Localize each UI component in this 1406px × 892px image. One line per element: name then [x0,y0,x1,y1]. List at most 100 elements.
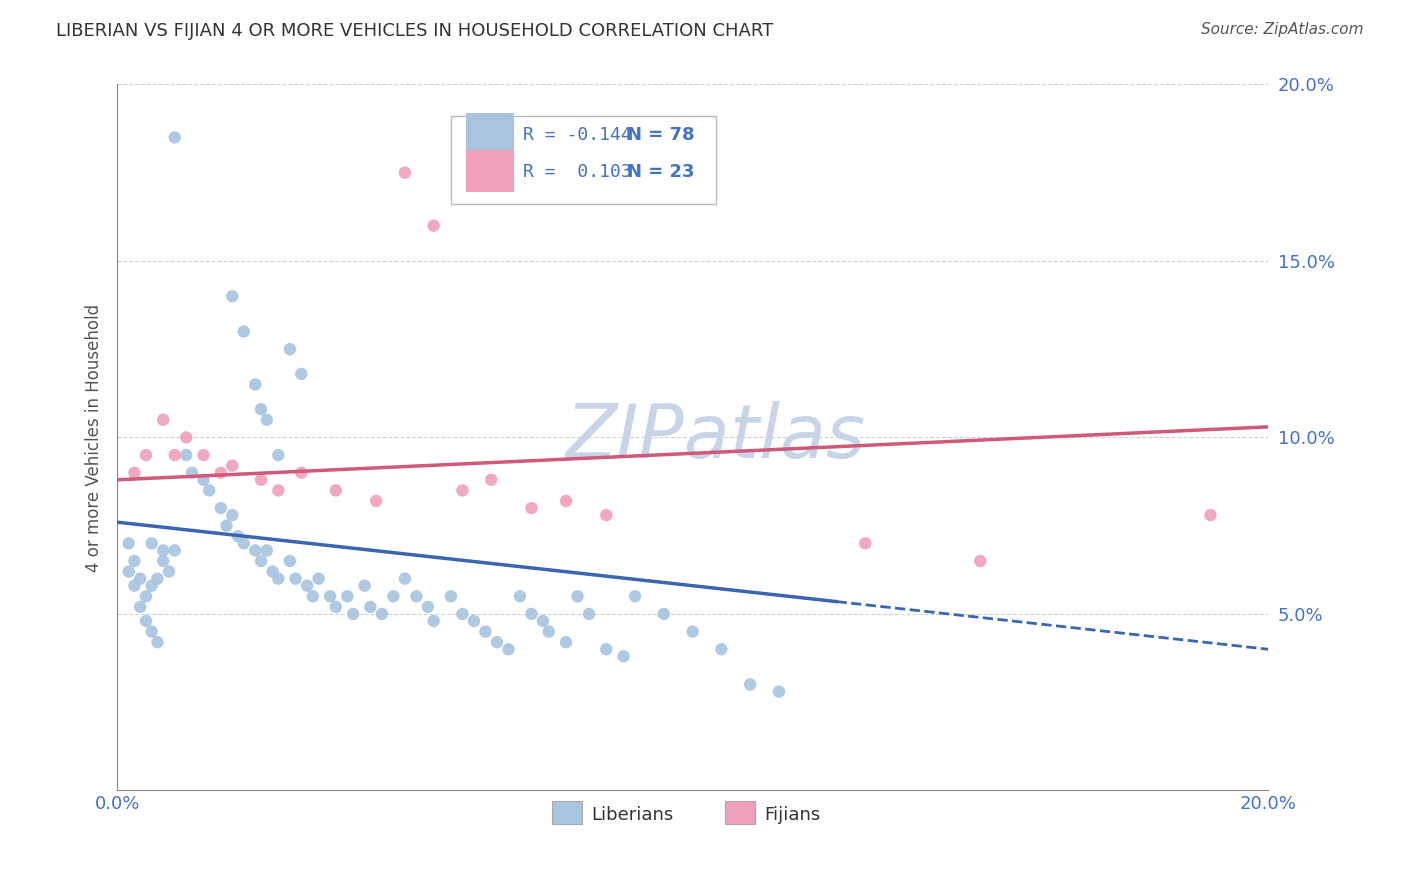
Point [129,572,152,586]
Point [422,219,444,233]
Point [232,325,254,339]
Point [118,565,141,579]
Point [366,494,388,508]
Point [163,543,186,558]
Text: Fijians: Fijians [763,806,820,824]
Point [118,536,141,550]
Point [198,483,221,498]
Point [250,554,273,568]
Point [463,614,485,628]
Point [474,624,496,639]
Point [152,543,174,558]
Point [209,466,232,480]
Point [152,413,174,427]
Point [135,614,157,628]
Point [578,607,600,621]
Point [146,635,169,649]
Point [221,458,243,473]
Point [555,635,578,649]
Point [135,589,157,603]
Point [422,614,444,628]
Point [416,599,439,614]
Point [129,599,152,614]
Point [124,579,146,593]
Point [969,554,991,568]
Text: R =  0.103: R = 0.103 [523,163,633,181]
Point [394,572,416,586]
Point [595,508,617,522]
Point [359,599,381,614]
FancyBboxPatch shape [553,801,582,823]
Point [537,624,560,639]
Point [163,448,186,462]
Point [278,342,301,356]
Point [181,466,204,480]
Point [342,607,364,621]
Point [353,579,375,593]
Point [371,607,394,621]
Point [226,529,249,543]
Text: R = -0.144: R = -0.144 [523,126,633,145]
Point [152,554,174,568]
Point [157,565,180,579]
Point [405,589,427,603]
Point [301,589,323,603]
Point [336,589,359,603]
Text: N = 78: N = 78 [627,126,695,145]
Text: LIBERIAN VS FIJIAN 4 OR MORE VEHICLES IN HOUSEHOLD CORRELATION CHART: LIBERIAN VS FIJIAN 4 OR MORE VEHICLES IN… [56,22,773,40]
Point [193,448,215,462]
Point [567,589,589,603]
Point [232,536,254,550]
Point [624,589,647,603]
Text: N = 23: N = 23 [627,163,695,181]
Point [595,642,617,657]
Point [498,642,520,657]
Point [262,565,284,579]
Point [319,589,342,603]
Point [267,448,290,462]
Point [652,607,675,621]
Point [221,289,243,303]
Point [124,554,146,568]
Point [479,473,502,487]
Point [250,473,273,487]
Point [295,579,318,593]
Point [308,572,330,586]
Point [215,518,238,533]
Point [267,572,290,586]
Point [256,543,278,558]
FancyBboxPatch shape [465,112,515,154]
FancyBboxPatch shape [451,116,716,204]
Point [245,377,267,392]
Point [509,589,531,603]
Text: Source: ZipAtlas.com: Source: ZipAtlas.com [1201,22,1364,37]
Point [256,413,278,427]
Point [290,466,312,480]
Point [146,572,169,586]
FancyBboxPatch shape [725,801,755,823]
Text: Liberians: Liberians [592,806,673,824]
Point [278,554,301,568]
Point [710,642,733,657]
Point [135,448,157,462]
Point [163,130,186,145]
Point [451,607,474,621]
Point [853,536,876,550]
Text: ZIPatlas: ZIPatlas [565,401,866,474]
Point [245,543,267,558]
Point [209,501,232,516]
Point [485,635,508,649]
Point [193,473,215,487]
Point [520,607,543,621]
Point [613,649,636,664]
Point [250,402,273,417]
Point [531,614,554,628]
Point [290,367,312,381]
Point [174,430,197,444]
Point [221,508,243,522]
Point [740,677,762,691]
Point [394,166,416,180]
Point [451,483,474,498]
Point [141,624,163,639]
Point [555,494,578,508]
